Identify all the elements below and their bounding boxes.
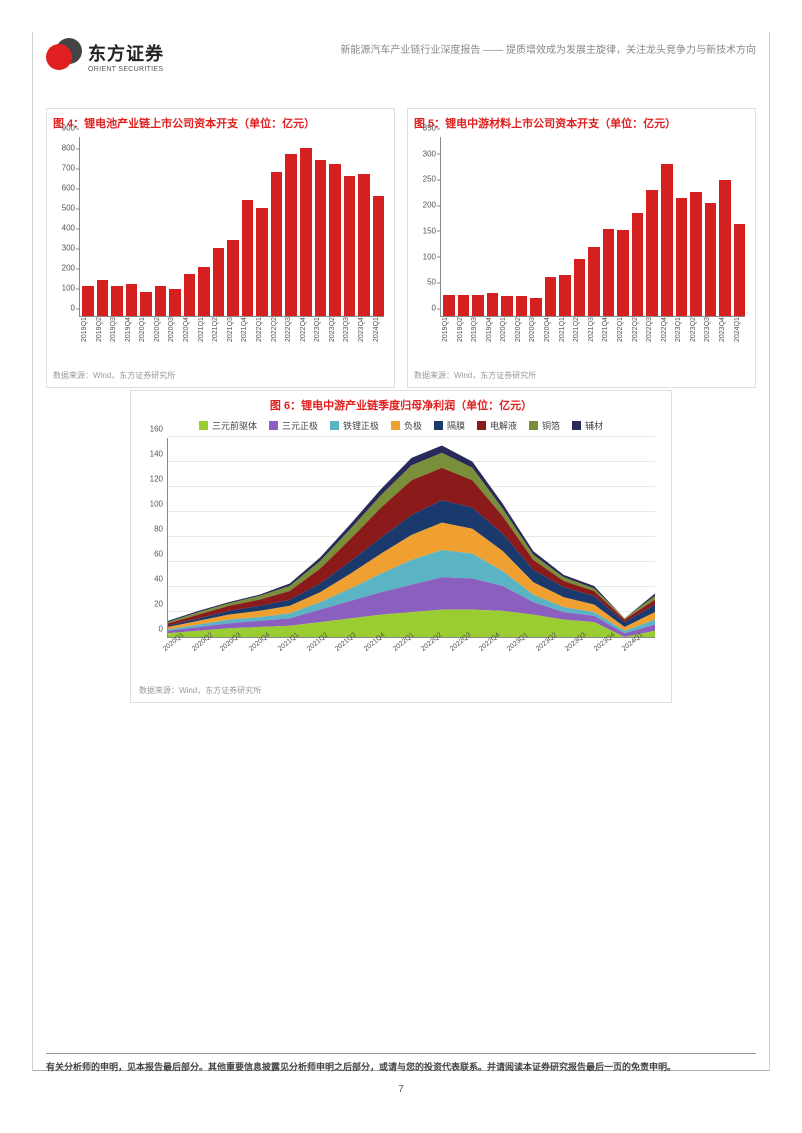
bar [530,298,542,316]
chart-5-title: 图 5：锂电中游材料上市公司资本开支（单位：亿元） [414,115,749,131]
chart-6-source: 数据来源：Wind，东方证券研究所 [139,685,663,696]
chart-4-title: 图 4：锂电池产业链上市公司资本开支（单位：亿元） [53,115,388,131]
legend-item: 负极 [391,419,422,432]
bar [271,172,283,316]
legend-item: 铜箔 [529,419,560,432]
bar [443,295,455,316]
bar [676,198,688,316]
bar [358,174,370,316]
bar [285,154,297,316]
bar [155,286,167,316]
brand-logo: 东方证券 ORIENT SECURITIES [46,38,164,74]
bar [545,277,557,316]
bar [705,203,717,316]
chart-5-bars [440,137,745,317]
chart-6-legend: 三元前驱体三元正极铁锂正极负极隔膜电解液铜箔辅材 [139,419,663,432]
bar [300,148,312,316]
bar [487,293,499,316]
chart-6-x-labels: 2020Q12020Q22020Q32020Q42021Q12021Q22021… [167,638,655,682]
legend-item: 铁锂正极 [330,419,379,432]
bar [97,280,109,316]
chart-5-y-axis: 050100150200250300350 [414,137,438,317]
bar [646,190,658,316]
chart-5-x-labels: 2019Q12019Q22019Q32019Q42020Q12020Q22020… [440,317,745,367]
chart-6-y-axis: 020406080100120140160 [139,438,165,638]
bar [344,176,356,316]
charts-row-top: 图 4：锂电池产业链上市公司资本开支（单位：亿元） 01002003004005… [46,108,756,388]
bar [198,267,210,316]
chart-4-bars [79,137,384,317]
bar [256,208,268,316]
chart-4-x-labels: 2019Q12019Q22019Q32019Q42020Q12020Q22020… [79,317,384,367]
chart-4-y-axis: 0100200300400500600700800900 [53,137,77,317]
bar [501,296,513,316]
legend-item: 三元正极 [269,419,318,432]
bar [126,284,138,316]
bar [559,275,571,316]
chart-4: 图 4：锂电池产业链上市公司资本开支（单位：亿元） 01002003004005… [46,108,395,388]
bar [315,160,327,316]
bar [373,196,385,316]
bar [690,192,702,316]
bar [588,247,600,316]
bar [661,164,673,316]
bar [242,200,254,316]
chart-5: 图 5：锂电中游材料上市公司资本开支（单位：亿元） 05010015020025… [407,108,756,388]
bar [632,213,644,316]
bar [82,286,94,316]
chart-6: 图 6：锂电中游产业链季度归母净利润（单位：亿元） 三元前驱体三元正极铁锂正极负… [130,390,672,703]
bar [472,295,484,316]
legend-item: 辅材 [572,419,603,432]
bar [184,274,196,316]
bar [140,292,152,316]
legend-item: 电解液 [477,419,517,432]
bar [329,164,341,316]
logo-icon [46,38,82,74]
bar [169,289,181,316]
page-header: 东方证券 ORIENT SECURITIES 新能源汽车产业链行业深度报告 ——… [46,38,756,74]
bar [111,286,123,316]
legend-item: 三元前驱体 [199,419,257,432]
brand-name-en: ORIENT SECURITIES [88,66,164,73]
bar [227,240,239,316]
bar [734,224,746,316]
bar [458,295,470,316]
bar [719,180,731,316]
chart-5-source: 数据来源：Wind，东方证券研究所 [414,370,749,381]
chart-6-title: 图 6：锂电中游产业链季度归母净利润（单位：亿元） [139,397,663,413]
chart-4-source: 数据来源：Wind，东方证券研究所 [53,370,388,381]
bar [574,259,586,316]
bar [603,229,615,316]
page-number: 7 [0,1084,802,1095]
chart-6-area [167,438,655,638]
bar [213,248,225,316]
brand-name-cn: 东方证券 [88,40,164,66]
legend-item: 隔膜 [434,419,465,432]
bar [516,296,528,316]
footer-disclaimer: 有关分析师的申明，见本报告最后部分。其他重要信息披露见分析师申明之后部分，或请与… [46,1053,756,1073]
report-subtitle: 新能源汽车产业链行业深度报告 —— 提质增效成为发展主旋律，关注龙头竞争力与新技… [340,44,756,58]
bar [617,230,629,316]
